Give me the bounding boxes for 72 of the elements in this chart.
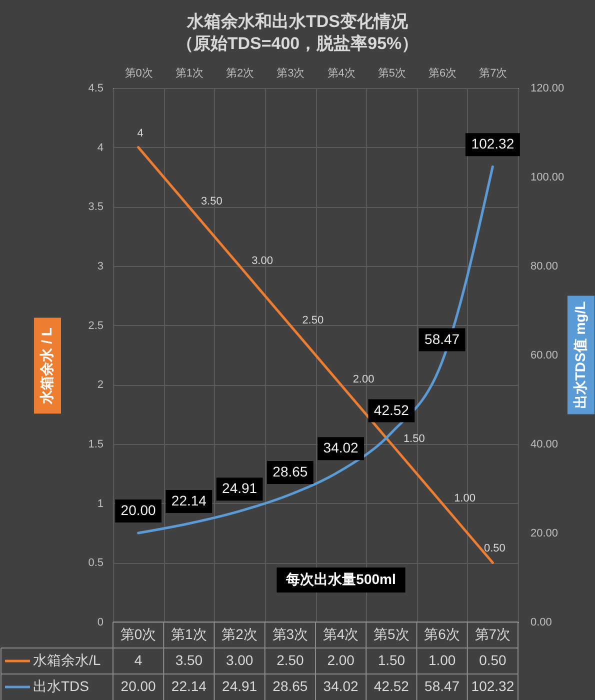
y-tick-label: 4.5 (88, 82, 104, 94)
data-label: 28.65 (272, 678, 308, 694)
category-label: 第0次 (124, 68, 153, 80)
data-label: 1.50 (378, 652, 406, 668)
category-label: 第7次 (479, 68, 508, 80)
y-tick-label: 3 (97, 260, 104, 272)
text: 4 (137, 127, 144, 140)
data-label: 58.47 (424, 678, 460, 694)
y-tick-label: 3.5 (88, 201, 104, 214)
y2-tick-label: 120.00 (530, 82, 564, 94)
data-label: 24.91 (222, 678, 258, 694)
text: 58.47 (424, 330, 460, 347)
y-tick-label: 2 (97, 379, 104, 392)
text: 3.00 (252, 255, 273, 267)
text: 102.32 (471, 136, 514, 152)
y-tick-label: 2.5 (88, 320, 104, 332)
text: 22.14 (171, 492, 206, 508)
x-tick-label: 第5次 (374, 626, 410, 642)
x-tick-label: 第1次 (171, 626, 207, 642)
text: 1.00 (454, 492, 476, 504)
text: 28.65 (272, 464, 308, 480)
text: 24.91 (222, 480, 258, 496)
y2-axis-title: 出水TDS值 mg/L (572, 300, 588, 409)
y2-tick-label: 60.00 (530, 350, 558, 362)
legend-label: 出水TDS (33, 678, 89, 694)
data-label: 1.00 (428, 652, 456, 668)
y-tick-label: 4 (97, 142, 104, 154)
x-tick-label: 第0次 (120, 626, 156, 642)
data-label: 4 (134, 652, 142, 668)
text: 2.50 (302, 314, 324, 326)
y-tick-label: 1 (97, 498, 104, 510)
text: 20.00 (120, 502, 156, 518)
x-axis-title: 每次出水量500ml (285, 571, 396, 587)
y-tick-label: 1.5 (88, 438, 104, 450)
text: 1.50 (403, 433, 425, 445)
text: 2.00 (352, 374, 374, 386)
data-label: 3.00 (226, 652, 254, 668)
x-tick-label: 第7次 (474, 626, 511, 642)
data-label: 34.02 (323, 678, 359, 694)
data-label: 3.50 (175, 652, 203, 668)
data-label: 20.00 (120, 678, 156, 694)
category-label: 第5次 (378, 68, 406, 80)
x-tick-label: 第6次 (424, 626, 460, 642)
data-label: 0.50 (479, 652, 507, 668)
y-axis-title: 水箱余水 / L (38, 327, 54, 405)
legend-label: 水箱余水/L (33, 652, 101, 668)
data-label: 2.00 (327, 652, 355, 668)
y2-tick-label: 80.00 (530, 260, 558, 272)
data-label: 22.14 (171, 678, 207, 694)
x-tick-label: 第4次 (322, 626, 359, 642)
y-tick-label: 0.5 (88, 557, 104, 570)
text: 34.02 (323, 440, 358, 456)
text: 0.50 (484, 542, 506, 555)
x-tick-label: 第2次 (222, 626, 258, 642)
data-label: 102.32 (471, 678, 514, 694)
category-label: 第4次 (327, 68, 356, 80)
y2-tick-label: 100.00 (530, 172, 564, 184)
data-label: 2.50 (276, 652, 304, 668)
chart-title: 水箱余水和出水TDS变化情况 (186, 12, 409, 31)
category-label: 第2次 (226, 68, 254, 80)
text: 42.52 (374, 402, 409, 418)
category-label: 第3次 (276, 68, 305, 80)
y2-tick-label: 0.00 (530, 616, 552, 628)
y2-tick-label: 20.00 (530, 528, 558, 540)
category-label: 第1次 (175, 68, 204, 80)
data-label: 42.52 (374, 678, 410, 694)
y-tick-label: 0 (97, 616, 104, 628)
text: 3.50 (200, 196, 222, 208)
y2-tick-label: 40.00 (530, 438, 558, 450)
category-label: 第6次 (428, 68, 457, 80)
x-tick-label: 第3次 (272, 626, 308, 642)
chart-subtitle: （原始TDS=400，脱盐率95%） (176, 34, 419, 53)
